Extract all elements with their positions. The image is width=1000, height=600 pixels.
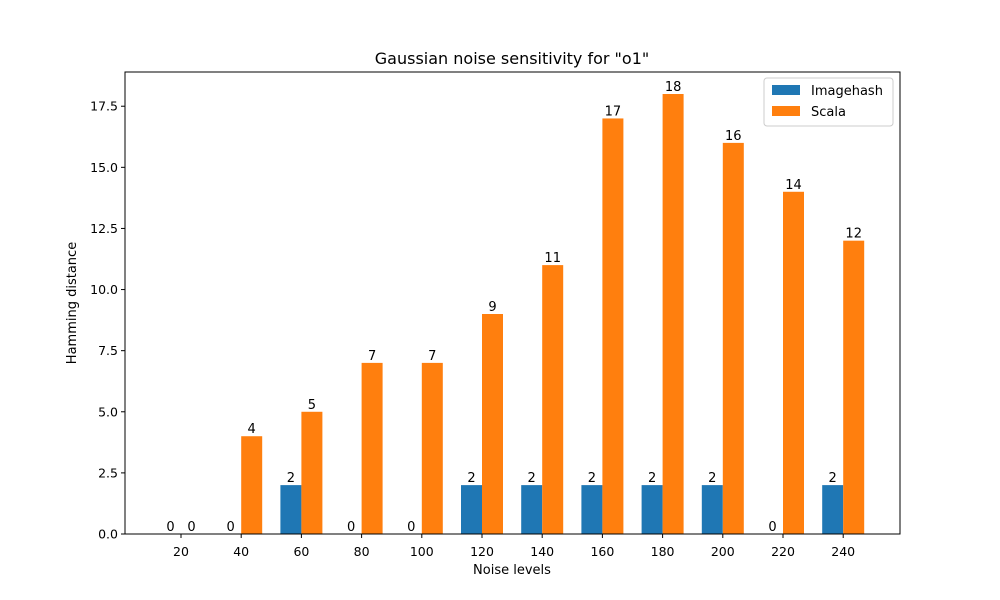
bar-scala-40: [241, 436, 263, 534]
data-label-imagehash-40: 0: [227, 520, 235, 535]
x-tick-label: 160: [590, 544, 614, 559]
y-tick-label: 2.5: [98, 465, 118, 480]
legend: Imagehash Scala: [763, 77, 894, 127]
x-tick-label: 20: [173, 544, 189, 559]
data-label-imagehash-240: 2: [829, 471, 837, 486]
bar-scala-140: [542, 265, 564, 534]
bar-imagehash-60: [280, 485, 302, 534]
legend-swatch-imagehash: [772, 85, 800, 95]
x-tick-label: 140: [530, 544, 554, 559]
bar-scala-180: [662, 94, 684, 534]
x-tick-label: 200: [711, 544, 735, 559]
y-tick-label: 12.5: [90, 221, 118, 236]
bars-group: [241, 94, 865, 534]
x-tick-label: 120: [470, 544, 494, 559]
data-label-imagehash-180: 2: [648, 471, 656, 486]
data-label-imagehash-200: 2: [708, 471, 716, 486]
y-tick-label: 7.5: [98, 343, 118, 358]
data-label-imagehash-60: 2: [287, 471, 295, 486]
bar-imagehash-200: [701, 485, 723, 534]
plot-frame: [124, 71, 901, 535]
data-label-scala-120: 9: [488, 300, 496, 315]
data-label-scala-200: 16: [725, 129, 742, 144]
data-label-imagehash-120: 2: [467, 471, 475, 486]
data-label-scala-240: 12: [845, 227, 862, 242]
data-label-scala-220: 14: [785, 178, 802, 193]
x-tick-label: 60: [293, 544, 309, 559]
bar-scala-120: [482, 314, 503, 534]
bar-imagehash-160: [581, 485, 603, 534]
legend-label-scala: Scala: [811, 105, 846, 120]
legend-swatch-scala: [772, 106, 800, 116]
data-label-imagehash-100: 0: [407, 520, 415, 535]
bar-imagehash-140: [521, 485, 543, 534]
data-label-imagehash-20: 0: [166, 520, 174, 535]
data-label-scala-100: 7: [428, 349, 436, 364]
y-tick-label: 10.0: [90, 282, 118, 297]
data-label-scala-160: 17: [605, 104, 622, 119]
y-axis: 0.0 2.5 5.0 7.5 10.0 12.5 15.0 17.5: [90, 99, 125, 542]
bar-imagehash-120: [461, 485, 482, 534]
bar-scala-220: [783, 191, 804, 534]
y-tick-label: 0.0: [98, 527, 118, 542]
bar-imagehash-240: [822, 485, 844, 534]
data-label-imagehash-160: 2: [588, 471, 596, 486]
x-tick-label: 100: [410, 544, 434, 559]
data-label-scala-20: 0: [187, 520, 195, 535]
legend-label-imagehash: Imagehash: [811, 84, 883, 99]
x-tick-label: 80: [354, 544, 370, 559]
data-label-scala-140: 11: [544, 251, 561, 266]
x-tick-label: 40: [233, 544, 249, 559]
y-axis-label: Hamming distance: [65, 242, 80, 364]
bar-scala-160: [602, 118, 624, 534]
data-label-scala-60: 5: [308, 398, 316, 413]
x-tick-label: 180: [651, 544, 675, 559]
bar-scala-60: [301, 411, 323, 534]
x-tick-label: 220: [771, 544, 795, 559]
bar-scala-100: [421, 362, 443, 534]
x-axis: 20 40 60 80 100 120 140 160 180 200 220 240: [173, 534, 855, 559]
data-label-scala-40: 4: [248, 422, 256, 437]
y-tick-label: 17.5: [90, 99, 118, 114]
bar-scala-200: [722, 142, 744, 534]
data-label-imagehash-140: 2: [528, 471, 536, 486]
data-label-imagehash-80: 0: [347, 520, 355, 535]
chart-title: Gaussian noise sensitivity for "o1": [375, 49, 649, 68]
x-axis-label: Noise levels: [473, 563, 551, 578]
bar-scala-240: [843, 240, 865, 534]
bar-imagehash-180: [641, 485, 663, 534]
bar-scala-80: [361, 362, 383, 534]
x-tick-label: 240: [831, 544, 855, 559]
data-label-imagehash-220: 0: [768, 520, 776, 535]
data-label-scala-180: 18: [665, 80, 682, 95]
y-tick-label: 15.0: [90, 160, 118, 175]
data-label-scala-80: 7: [368, 349, 376, 364]
y-tick-label: 5.0: [98, 404, 118, 419]
